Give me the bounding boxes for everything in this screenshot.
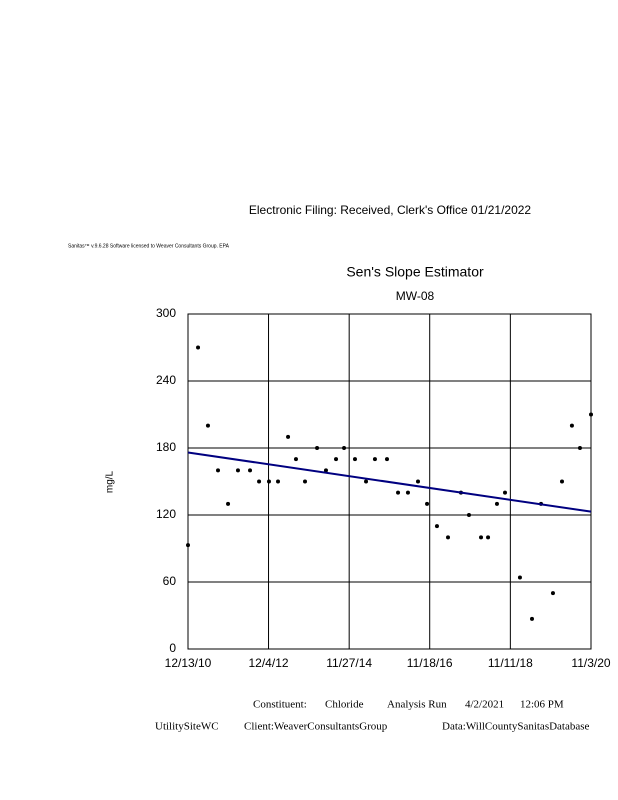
- data-point: [257, 479, 262, 484]
- data-point: [364, 479, 369, 484]
- x-tick-label: 11/27/14: [326, 656, 372, 670]
- data-point: [550, 591, 555, 596]
- y-tick-label: 120: [156, 507, 176, 521]
- trend-line: [187, 451, 592, 513]
- data-point: [216, 468, 221, 473]
- x-tick-label: 12/13/10: [165, 656, 212, 670]
- x-tick-label: 11/3/20: [571, 656, 610, 670]
- data-point: [589, 412, 593, 417]
- data-point: [494, 501, 499, 506]
- x-tick-label: 11/18/16: [407, 656, 453, 670]
- data-point: [205, 423, 210, 428]
- data-point: [334, 457, 339, 462]
- data-point: [352, 457, 357, 462]
- y-axis-label: mg/L: [105, 470, 116, 493]
- y-tick-label: 180: [156, 440, 176, 454]
- data-point: [286, 434, 291, 439]
- data-point: [486, 535, 491, 540]
- data-point: [415, 479, 420, 484]
- data-point: [315, 446, 320, 450]
- data-point: [577, 446, 582, 450]
- data-point: [425, 501, 430, 506]
- data-point: [186, 543, 190, 548]
- data-point: [503, 490, 508, 495]
- y-tick-label: 0: [169, 641, 176, 655]
- data-point: [196, 345, 201, 350]
- chart-subtitle: MW-08: [396, 289, 435, 303]
- footer-client: Client:WeaverConsultantsGroup: [244, 721, 388, 733]
- footer-database: Data:WillCountySanitasDatabase: [442, 721, 590, 733]
- data-point: [559, 479, 564, 484]
- footer-date: 4/2/2021: [465, 699, 504, 711]
- footer-site: UtilitySiteWC: [155, 721, 219, 733]
- footer-time: 12:06 PM: [520, 699, 564, 711]
- data-point: [479, 535, 484, 540]
- data-point: [372, 457, 377, 462]
- data-point: [235, 468, 240, 473]
- data-point: [569, 423, 574, 428]
- data-point: [248, 468, 253, 473]
- data-point: [466, 513, 471, 517]
- data-point: [529, 616, 534, 621]
- footer-analysis: Analysis Run: [387, 699, 447, 711]
- data-point: [276, 479, 281, 484]
- data-point: [226, 501, 231, 506]
- y-tick-label: 240: [156, 373, 176, 387]
- x-tick-label: 11/11/18: [488, 656, 533, 670]
- data-point: [396, 490, 401, 495]
- data-point: [323, 468, 328, 473]
- data-point: [342, 446, 347, 450]
- header: Electronic Filing: Received, Clerk's Off…: [249, 203, 532, 217]
- data-point: [517, 575, 522, 580]
- data-point: [384, 457, 389, 462]
- data-point: [303, 479, 308, 484]
- x-tick-label: 12/4/12: [249, 656, 289, 670]
- data-point: [434, 524, 439, 529]
- data-point: [405, 490, 410, 495]
- footer-constituent: Constituent:: [253, 699, 307, 711]
- y-tick-label: 60: [163, 574, 177, 588]
- y-tick-label: 300: [156, 306, 176, 320]
- license: Sanitas™ v.9.6.28 Software licensed to W…: [68, 243, 230, 249]
- data-point: [266, 479, 271, 484]
- data-point: [293, 457, 298, 462]
- footer-constituent-value: Chloride: [325, 699, 364, 711]
- data-point: [446, 535, 451, 540]
- chart-title: Sen's Slope Estimator: [346, 264, 484, 280]
